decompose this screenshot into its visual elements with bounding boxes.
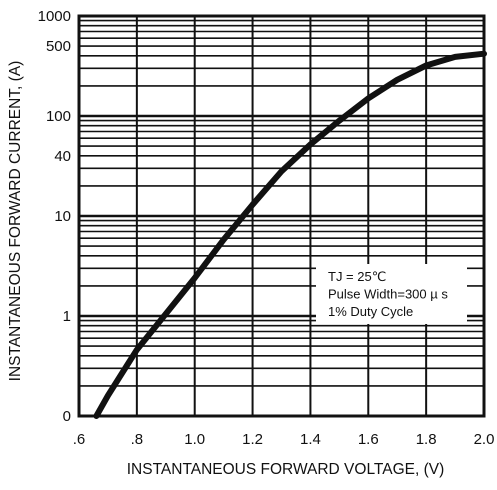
grid bbox=[79, 16, 484, 416]
y-axis-title: INSTANTANEOUS FORWARD CURRENT, (A) bbox=[7, 61, 24, 382]
x-tick-labels: .6 .8 1.0 1.2 1.4 1.6 1.8 2.0 bbox=[73, 431, 495, 448]
plot-frame bbox=[77, 14, 486, 418]
x-tick-label: 2.0 bbox=[474, 431, 495, 448]
x-tick-label: 1.4 bbox=[300, 431, 321, 448]
x-tick-label: 1.2 bbox=[242, 431, 263, 448]
y-tick-label: 500 bbox=[46, 38, 71, 55]
y-tick-label: 40 bbox=[54, 148, 71, 165]
annotation-pulse-width: Pulse Width=300 µ s bbox=[328, 287, 448, 302]
y-tick-label: 100 bbox=[46, 108, 71, 125]
y-tick-label: 1 bbox=[63, 308, 71, 325]
annotation-junction-temp: TJ = 25℃ bbox=[328, 269, 386, 284]
x-tick-label: .8 bbox=[131, 431, 144, 448]
x-axis-title: INSTANTANEOUS FORWARD VOLTAGE, (V) bbox=[127, 461, 445, 478]
forward-current-curve bbox=[93, 50, 487, 419]
x-tick-label: 1.6 bbox=[358, 431, 379, 448]
x-tick-label: 1.0 bbox=[184, 431, 205, 448]
x-tick-label: 1.8 bbox=[416, 431, 437, 448]
x-tick-label: .6 bbox=[73, 431, 86, 448]
annotation-duty-cycle: 1% Duty Cycle bbox=[328, 304, 413, 319]
y-tick-label: 1000 bbox=[38, 8, 71, 25]
annotation-box bbox=[316, 264, 467, 324]
y-tick-label: 0 bbox=[63, 408, 71, 425]
conditions-annotation: TJ = 25℃ Pulse Width=300 µ s 1% Duty Cyc… bbox=[316, 264, 467, 324]
y-tick-label: 10 bbox=[54, 208, 71, 225]
series-layer bbox=[93, 50, 487, 419]
